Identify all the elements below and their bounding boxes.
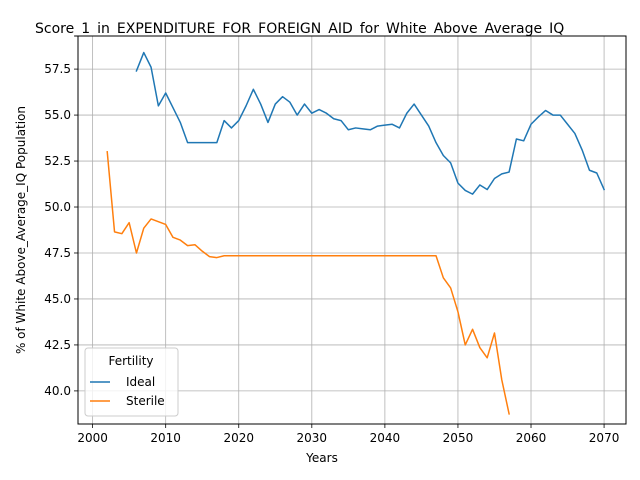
y-tick-label: 45.0 — [44, 292, 71, 306]
plot-frame — [77, 35, 627, 425]
y-tick-label: 57.5 — [44, 62, 71, 76]
series-layer — [106, 51, 606, 415]
x-axis-label: Years — [305, 451, 338, 465]
x-tick-label: 2030 — [297, 431, 328, 445]
x-tick-label: 2020 — [223, 431, 254, 445]
chart-title: Score_1_in_EXPENDITURE_FOR_FOREIGN_AID_f… — [35, 21, 564, 37]
x-tick-label: 2070 — [589, 431, 620, 445]
y-tick-label: 47.5 — [44, 246, 71, 260]
y-axis: 40.0 42.5 45.0 47.5 50.0 52.5 55.0 57.5 — [44, 62, 78, 398]
y-tick-label: 52.5 — [44, 154, 71, 168]
x-tick-label: 2000 — [77, 431, 108, 445]
legend-label-sterile: Sterile — [126, 394, 165, 408]
series-line-sterile — [106, 151, 510, 415]
legend-title: Fertility — [108, 354, 153, 368]
x-axis: 2000 2010 2020 2030 2040 2050 2060 2070 — [77, 424, 619, 445]
series-line-ideal — [135, 51, 606, 195]
legend: Fertility Ideal Sterile — [84, 347, 179, 417]
x-tick-label: 2050 — [443, 431, 474, 445]
legend-box — [84, 347, 179, 417]
y-tick-label: 55.0 — [44, 108, 71, 122]
x-tick-label: 2010 — [150, 431, 181, 445]
y-tick-label: 42.5 — [44, 338, 71, 352]
y-axis-label: % of White Above_Average_IQ Population — [14, 106, 28, 354]
y-tick-label: 50.0 — [44, 200, 71, 214]
x-tick-label: 2060 — [516, 431, 547, 445]
y-tick-label: 40.0 — [44, 384, 71, 398]
legend-label-ideal: Ideal — [126, 375, 155, 389]
x-tick-label: 2040 — [370, 431, 401, 445]
